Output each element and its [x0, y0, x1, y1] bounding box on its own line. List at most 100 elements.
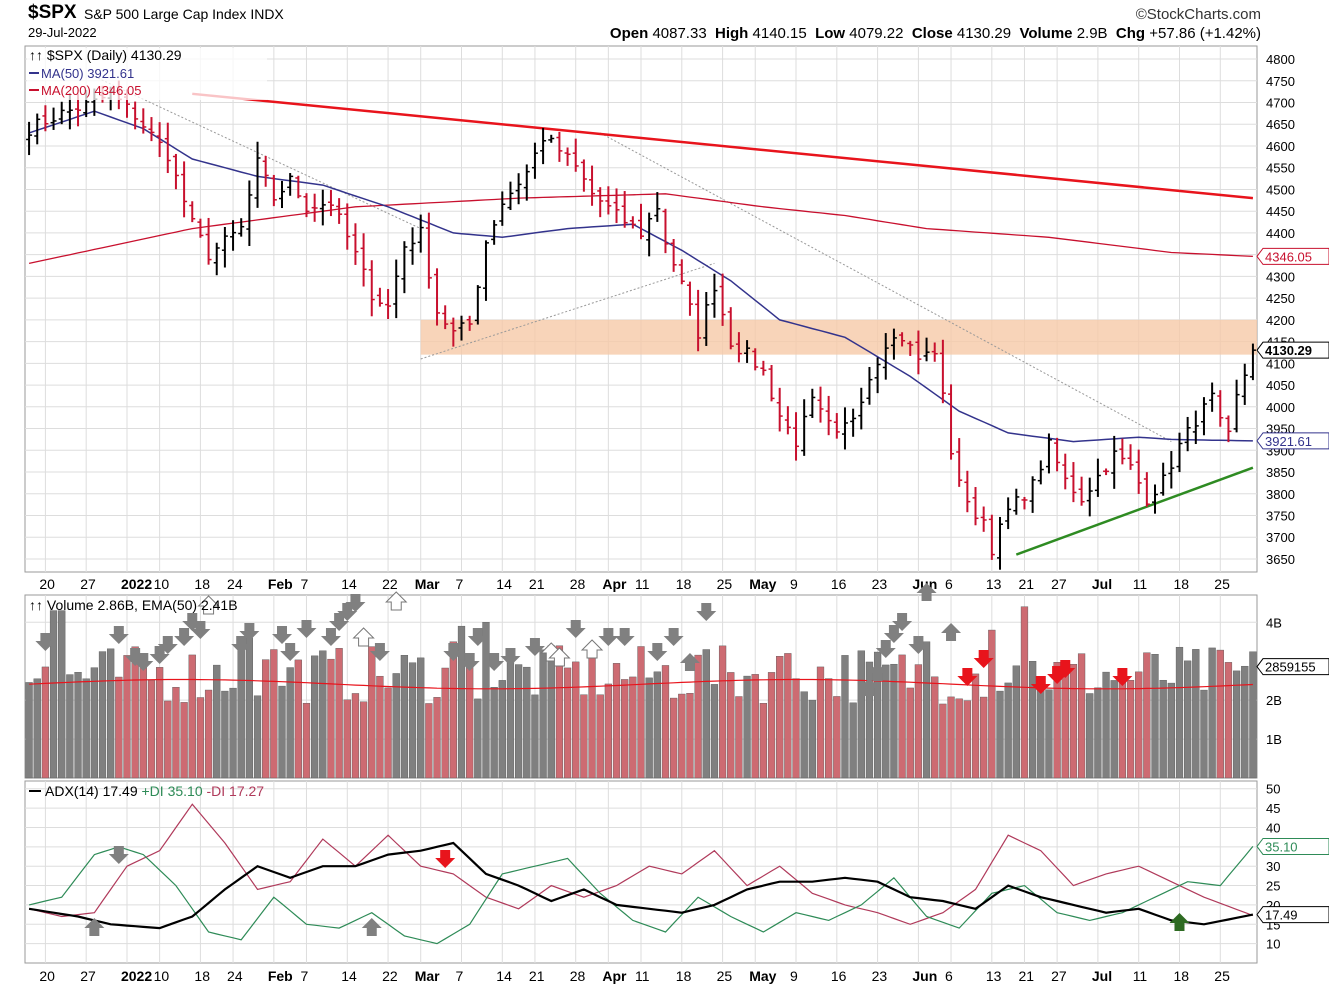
volume-bar	[115, 676, 123, 779]
adx-tick-label: 40	[1266, 820, 1280, 835]
date-tick-label: 11	[635, 576, 650, 592]
chg-value: +57.86 (+1.42%)	[1149, 25, 1261, 42]
ohlc-bar	[858, 387, 865, 430]
ohlc-bar	[393, 259, 400, 319]
legend-adx-item: ADX(14) 17.49	[45, 783, 142, 799]
adx-y-axis: 101520253035404550	[1266, 782, 1280, 952]
volume-bar	[449, 641, 457, 779]
ohlc-bar	[833, 413, 840, 439]
ohlc-bar	[1160, 462, 1167, 496]
ohlc-bar	[336, 198, 343, 224]
volume-bar	[237, 641, 245, 779]
ma50-value-tag: 3921.61	[1256, 432, 1329, 450]
exchange: INDX	[250, 6, 284, 22]
ohlc-bar	[1062, 453, 1069, 490]
ohlc-bar	[1233, 379, 1240, 433]
volume-bar	[800, 691, 808, 779]
high-value: 4140.15	[752, 25, 807, 42]
ohlc-bar	[189, 201, 196, 223]
chg-label: Chg	[1115, 25, 1146, 42]
volume-bar	[939, 703, 947, 779]
ohlc-bar	[1192, 410, 1199, 445]
ohlc-bar	[939, 339, 946, 404]
volume-bar	[466, 660, 474, 779]
down-arrow-icon	[280, 643, 301, 661]
ohlc-bar	[1127, 444, 1134, 470]
date-tick-label: 20	[39, 576, 55, 592]
down-arrow-icon	[182, 613, 203, 631]
down-arrow-icon	[647, 643, 668, 661]
down-arrow-icon	[484, 653, 505, 671]
down-arrow-icon	[174, 628, 195, 646]
volume-bar	[1110, 680, 1118, 779]
ohlc-bar	[1119, 438, 1126, 465]
volume-bar	[1224, 662, 1233, 779]
ma50-value-tag-box	[1256, 432, 1329, 450]
down-arrow-icon	[883, 625, 904, 643]
up-arrow-icon	[867, 663, 888, 681]
volume-bar	[906, 687, 914, 779]
date-tick-label: 21	[529, 968, 545, 984]
volume-bar	[637, 646, 645, 779]
low-label: Low	[815, 25, 846, 42]
ohlc-bar	[948, 384, 955, 460]
volume-bar	[376, 675, 384, 779]
volume-bar	[718, 645, 727, 779]
date-tick-label: 6	[945, 968, 953, 984]
green-trend-line	[1015, 466, 1254, 556]
volume-bar	[1249, 651, 1257, 779]
date-tick-label: May	[749, 576, 776, 592]
ohlc-bar	[882, 333, 889, 380]
volume-bar	[686, 693, 694, 779]
price-tick-label: 4400	[1266, 226, 1295, 241]
brand-logo[interactable]: ©StockCharts.com	[1135, 6, 1261, 23]
date-tick-label: 22	[382, 968, 398, 984]
volume-bar	[1151, 654, 1159, 779]
date-tick-label: 18	[194, 576, 210, 592]
ohlc-bar	[605, 186, 612, 215]
volume-bar	[229, 687, 237, 779]
date-tick-label: Jul	[1092, 968, 1112, 984]
ma200-value-tag-box	[1256, 247, 1329, 265]
ohlc-bar	[434, 268, 441, 326]
ohlc-bar	[711, 273, 718, 318]
ohlc-bar	[613, 188, 620, 224]
date-tick-label: 18	[676, 576, 692, 592]
volume-bar	[82, 678, 90, 779]
volume-bar	[441, 667, 449, 779]
volume-bar	[384, 687, 392, 779]
volume-bar	[213, 664, 221, 779]
date-tick-label: 21	[1018, 968, 1034, 984]
volume-bar	[596, 694, 604, 779]
volume-bar	[482, 622, 490, 779]
volume-bar	[890, 663, 898, 779]
ohlc-bar	[279, 180, 286, 209]
ohlc-bar	[727, 307, 734, 350]
date-tick-label: 7	[456, 576, 464, 592]
down-arrow-icon	[108, 846, 129, 864]
date-tick-label: 14	[496, 576, 512, 592]
ohlc-bar	[295, 175, 302, 199]
adx-date-axis: 20 27 2022 10 18 24 Feb 7 14 22 Mar 7 14 21 28 Apr 11 18 2…	[39, 968, 1230, 984]
volume-ema-line	[29, 678, 1253, 690]
ohlc-bar	[409, 227, 416, 265]
ohlc-bar	[923, 337, 930, 362]
ohlc-bar	[344, 203, 351, 250]
ohlc-bar	[254, 141, 261, 208]
ohlc-bar	[793, 412, 800, 461]
ohlc-bar	[1013, 488, 1020, 515]
date-tick-label: 10	[154, 968, 170, 984]
down-arrow-icon	[696, 603, 717, 621]
ohlc-bar	[140, 108, 147, 134]
volume-bar	[873, 651, 882, 779]
price-tick-label: 4500	[1266, 182, 1295, 197]
volume-bar	[155, 667, 164, 779]
price-tick-label: 3800	[1266, 487, 1295, 502]
volume-bar	[311, 655, 319, 779]
ohlc-bar	[899, 332, 906, 347]
volume-bar	[1077, 653, 1086, 779]
ohlc-bar	[874, 357, 881, 394]
volume-bar	[1069, 664, 1078, 779]
volume-bar	[1102, 671, 1110, 779]
